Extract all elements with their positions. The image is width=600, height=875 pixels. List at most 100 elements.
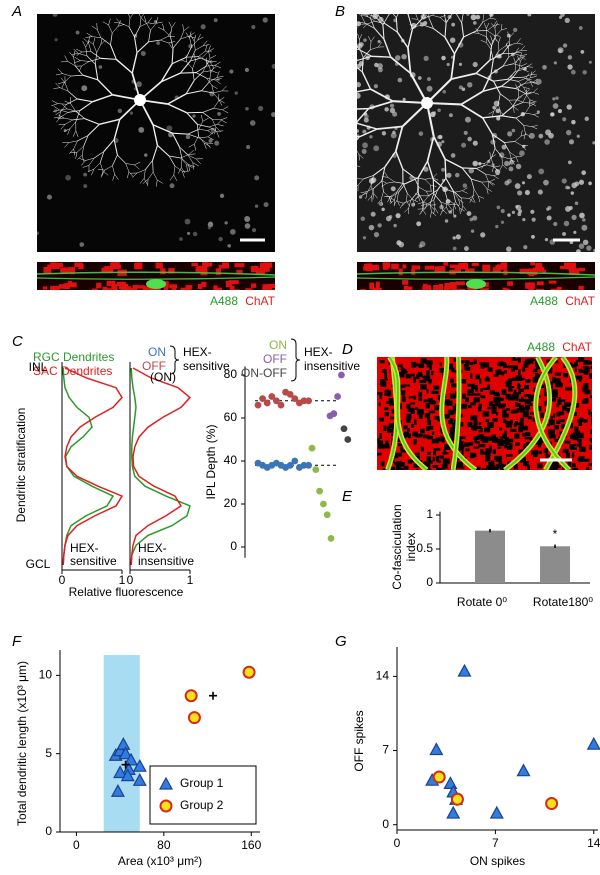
dendrite [53,106,60,111]
cell-body [140,51,146,57]
brace [290,338,301,382]
dendrite [458,199,461,206]
speckle [420,446,425,452]
dendrite [85,36,93,38]
dendrite [489,181,495,185]
profile-line [62,367,115,566]
dendrite [70,152,78,154]
cell-body [389,107,396,114]
dendrite [321,126,326,129]
soma [134,94,146,106]
x-axis-label: Relative fluorescence [69,585,184,599]
dendrite [77,98,93,103]
cell-body [213,18,218,23]
dendrite [395,5,398,10]
cell-body [357,43,363,49]
speckle [397,371,405,378]
dendrite [463,0,466,4]
dendrite [499,93,510,101]
image [37,262,275,290]
dendrite [91,25,98,30]
dendrite [342,33,346,38]
dendrite [357,21,358,23]
speckle [437,395,442,400]
dendrite [520,133,527,137]
dendrite [172,38,181,49]
dendrite [73,140,78,149]
speckle [492,407,497,412]
dendrite [470,1,472,7]
dendrite [500,77,513,87]
speckle [423,375,431,382]
dendrite [186,90,202,95]
dendrite [55,82,61,88]
dendrite [365,192,368,199]
speckle [403,425,408,430]
dendrite [463,30,477,38]
speckle [379,417,385,422]
dendrite [433,4,438,7]
speckle [502,439,506,445]
speckle [380,381,387,387]
speckle [427,451,431,455]
dendrite [508,37,511,46]
dendrite [97,29,102,38]
dendrite [343,144,345,152]
speckle [554,360,559,364]
speckle [505,393,511,400]
dendrite [334,78,337,83]
dendrite [509,42,518,46]
dendrite [99,151,105,163]
dendrite [424,204,428,210]
dendrite [370,88,394,103]
dendrite [215,79,221,85]
speckle [464,364,469,370]
dendrite [453,203,457,210]
cell-body [207,221,214,228]
cell-body [552,97,556,101]
dendrite [213,108,223,110]
speckle [494,456,500,460]
dendrite [209,55,217,59]
legend-entry: ON-OFF [241,366,287,380]
caption-red: ChAT [245,294,275,308]
dendrite [521,54,528,57]
cell-body [384,107,389,112]
dendrite [513,106,519,111]
dendrite [459,0,463,4]
speckle [538,450,542,454]
x-axis-label: ON spikes [470,854,525,868]
dendrite [322,103,329,107]
speckle [415,433,423,438]
dendrite [530,102,537,107]
dendrite [533,92,539,95]
dendrite [192,60,196,69]
speckle [577,419,580,423]
speckle [586,466,590,470]
dendrite [428,14,430,19]
speckle [507,388,513,392]
dendrite [344,50,348,57]
cell-body [246,144,251,150]
speckle [584,389,591,395]
speckle [379,360,385,364]
dendrite [152,124,173,134]
dendrite [497,93,501,105]
speckle [529,436,533,441]
dendrite [134,37,138,53]
dendrite [138,14,142,18]
dendrite [82,155,84,162]
cell-body [377,63,383,69]
speckle [428,410,436,414]
strip-blob [69,282,77,288]
speckle [467,393,474,396]
dendrite [212,92,220,100]
dendrite [433,193,442,203]
cell-body [54,38,58,42]
dendrite [87,168,95,172]
dendrite [358,154,360,161]
strip-blob [573,268,580,275]
cell-body [81,85,88,92]
speckle [584,367,590,373]
